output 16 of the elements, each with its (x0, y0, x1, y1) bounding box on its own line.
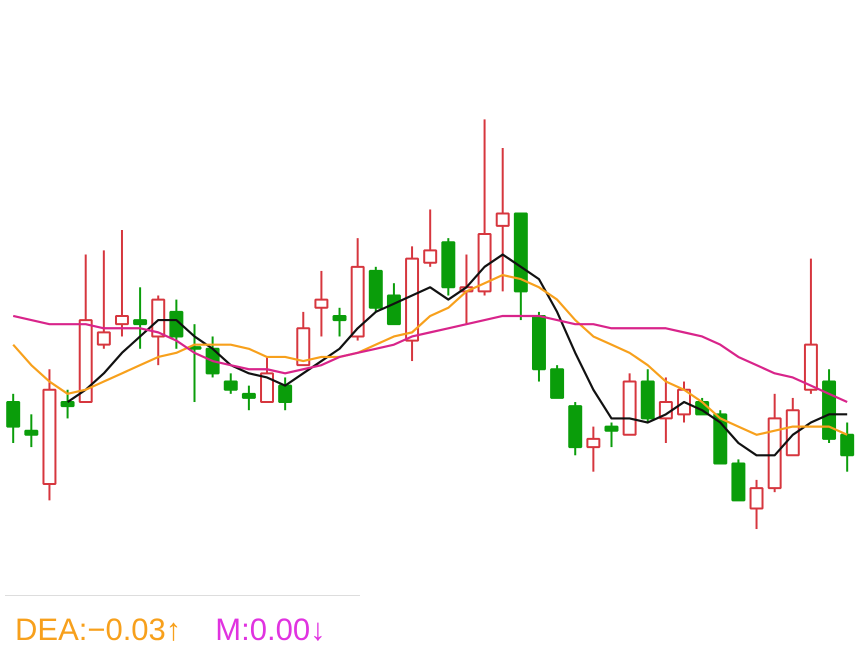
candlestick (496, 147, 510, 292)
text: DEA:−0.03↑ (15, 612, 182, 647)
candlestick (405, 245, 420, 362)
candlestick (169, 298, 184, 350)
candlestick (60, 388, 75, 420)
candlestick (133, 286, 148, 350)
candlestick (114, 228, 129, 338)
candlestick (42, 368, 56, 502)
candlestick (242, 384, 256, 412)
candlestick (459, 254, 474, 326)
candlestick (840, 422, 854, 473)
candlestick (314, 270, 328, 338)
candlestick (24, 413, 38, 448)
candlestick (658, 376, 673, 444)
text: M:0.00↓ (215, 612, 326, 647)
candlestick (586, 426, 600, 473)
